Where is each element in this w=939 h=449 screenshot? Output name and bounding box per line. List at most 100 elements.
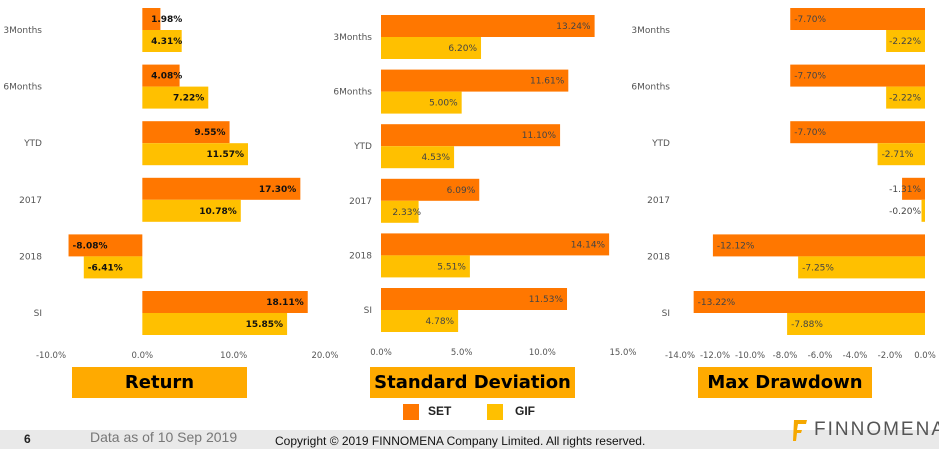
std-dev-data-label: 14.14% — [571, 240, 606, 250]
return-bar-set — [142, 291, 308, 313]
max-drawdown-data-label: -12.12% — [717, 241, 755, 251]
std-dev-category-label: 2017 — [349, 197, 372, 207]
return-data-label: 1.98% — [151, 15, 182, 25]
std-dev-bar-gif — [381, 200, 419, 223]
max-drawdown-bar-set — [902, 177, 925, 200]
legend-set-swatch — [403, 404, 419, 420]
return-data-label: 17.30% — [259, 185, 297, 195]
finnomena-f-icon — [793, 420, 807, 441]
copyright: Copyright © 2019 FINNOMENA Company Limit… — [275, 434, 646, 448]
std-dev-data-label: 5.51% — [437, 262, 466, 272]
std-dev-bar-gif — [381, 91, 462, 114]
std-dev-bar-set — [381, 69, 569, 92]
max-drawdown-tick-label: -6.0% — [808, 351, 833, 361]
legend-gif-swatch — [487, 404, 503, 420]
max-drawdown-title: Max Drawdown — [698, 367, 872, 398]
max-drawdown-category-label: SI — [662, 309, 670, 319]
max-drawdown-tick-label: -10.0% — [735, 351, 765, 361]
max-drawdown-data-label: -2.22% — [889, 37, 921, 47]
return-bar-set — [142, 8, 161, 30]
max-drawdown-category-label: YTD — [651, 139, 670, 149]
return-data-label: 9.55% — [194, 128, 225, 138]
max-drawdown-data-label: -1.31% — [889, 185, 921, 195]
std-dev-bar-gif — [381, 146, 455, 169]
std-dev-data-label: 6.09% — [447, 186, 476, 196]
std-dev-data-label: 4.53% — [421, 153, 450, 163]
std-dev-tick-label: 0.0% — [370, 348, 392, 358]
max-drawdown-data-label: -2.22% — [889, 94, 921, 104]
std-dev-bar-set — [381, 233, 610, 256]
std-dev-bar-gif — [381, 310, 459, 332]
std-dev-category-label: 6Months — [333, 88, 372, 98]
max-drawdown-bar-set — [712, 234, 925, 257]
std-dev-category-label: 3Months — [333, 33, 372, 43]
max-drawdown-bar-gif — [877, 143, 925, 166]
max-drawdown-data-label: -2.71% — [882, 150, 914, 160]
data-as-of: Data as of 10 Sep 2019 — [90, 429, 238, 445]
page-number: 6 — [24, 432, 31, 446]
max-drawdown-data-label: -7.70% — [794, 72, 826, 82]
std-dev-bar-set — [381, 288, 568, 310]
footer-bar — [0, 430, 939, 449]
logo-text: FINNOMENA — [814, 419, 939, 440]
max-drawdown-bar-gif — [886, 30, 925, 52]
max-drawdown-data-label: -7.70% — [794, 128, 826, 138]
return-category-label: YTD — [23, 139, 42, 149]
return-data-label: 4.31% — [151, 37, 182, 47]
std-dev-data-label: 6.20% — [448, 44, 477, 54]
charts-canvas: 3Months 1.98% 4.31% 6Months 4.08% 7.22% YTD 9.5… — [3, 8, 936, 361]
std-dev-category-label: SI — [364, 306, 372, 316]
return-data-label: 11.57% — [207, 150, 245, 160]
return-category-label: 2017 — [19, 196, 42, 206]
return-data-label: 7.22% — [173, 94, 204, 104]
std-dev-bar-set — [381, 178, 480, 201]
std-dev-tick-label: 15.0% — [609, 348, 636, 358]
max-drawdown-bar-set — [790, 121, 925, 144]
std-dev-bar-gif — [381, 255, 470, 278]
max-drawdown-bar-gif — [886, 86, 925, 109]
std-dev-data-label: 11.53% — [529, 295, 564, 305]
max-drawdown-tick-label: -14.0% — [665, 351, 695, 361]
max-drawdown-tick-label: -8.0% — [773, 351, 798, 361]
std-dev-data-label: 2.33% — [392, 208, 421, 218]
return-data-label: 18.11% — [266, 298, 304, 308]
max-drawdown-tick-label: 0.0% — [914, 351, 936, 361]
max-drawdown-data-label: -7.88% — [791, 320, 823, 330]
return-tick-label: 0.0% — [132, 351, 154, 361]
max-drawdown-category-label: 3Months — [631, 26, 670, 36]
std-dev-data-label: 5.00% — [429, 99, 458, 109]
return-data-label: -6.41% — [88, 263, 123, 273]
return-category-label: 2018 — [19, 252, 42, 262]
return-data-label: 15.85% — [246, 320, 284, 330]
return-bar-gif — [142, 313, 288, 335]
std-dev-bar-gif — [381, 37, 482, 59]
return-data-label: -8.08% — [73, 241, 108, 251]
return-tick-label: 10.0% — [220, 351, 247, 361]
return-bar-set — [68, 234, 143, 257]
std-dev-data-label: 11.61% — [530, 77, 565, 87]
return-category-label: 6Months — [3, 83, 42, 93]
std-dev-category-label: 2018 — [349, 251, 372, 261]
max-drawdown-bar-gif — [787, 313, 925, 335]
return-tick-label: -10.0% — [36, 351, 66, 361]
max-drawdown-tick-label: -2.0% — [878, 351, 903, 361]
return-category-label: SI — [34, 309, 42, 319]
return-bar-set — [142, 177, 301, 200]
std-dev-bar-set — [381, 15, 595, 37]
return-tick-label: 20.0% — [311, 351, 338, 361]
return-bar-gif — [142, 86, 209, 109]
max-drawdown-category-label: 2018 — [647, 252, 670, 262]
std-dev-title: Standard Deviation — [370, 367, 575, 398]
return-bar-gif — [142, 199, 241, 222]
std-dev-data-label: 13.24% — [556, 22, 591, 32]
max-drawdown-bar-set — [790, 8, 925, 30]
legend-gif-label: GIF — [515, 404, 535, 418]
max-drawdown-category-label: 2017 — [647, 196, 670, 206]
return-bar-gif — [83, 256, 143, 279]
finnomena-logo: FINNOMENA — [792, 418, 939, 442]
max-drawdown-bar-gif — [921, 199, 925, 222]
max-drawdown-bar-set — [790, 64, 925, 87]
return-category-label: 3Months — [3, 26, 42, 36]
max-drawdown-tick-label: -12.0% — [700, 351, 730, 361]
std-dev-tick-label: 5.0% — [451, 348, 473, 358]
